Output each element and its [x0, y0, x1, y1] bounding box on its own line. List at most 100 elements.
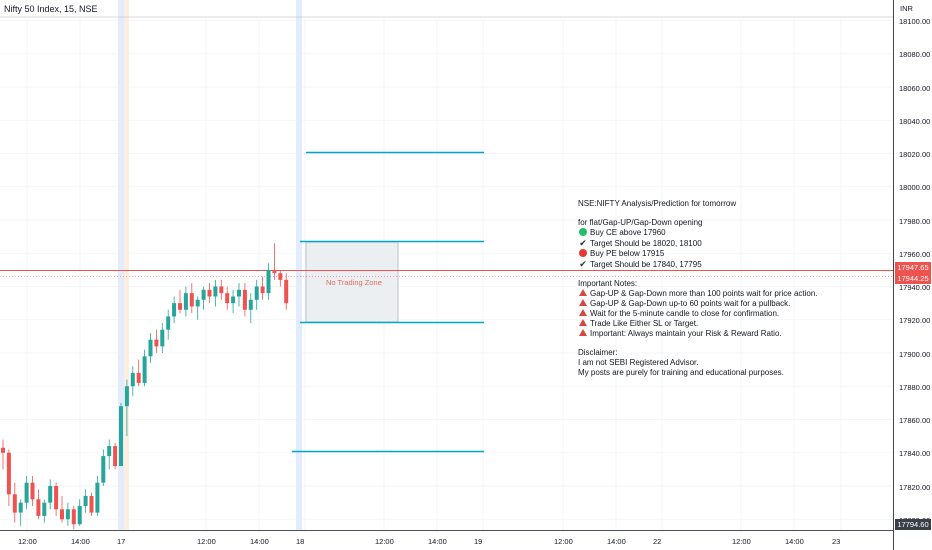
time-axis-label: 14:00 — [607, 537, 626, 546]
price-tag-close: 17944.25 — [895, 273, 931, 284]
candle-body[interactable] — [130, 372, 135, 387]
candle-body[interactable] — [36, 499, 41, 516]
session-band — [118, 0, 124, 530]
candle-body[interactable] — [278, 273, 283, 280]
important-item: Gap-UP & Gap-Down more than 100 points w… — [578, 289, 818, 299]
candle-body[interactable] — [107, 446, 112, 457]
candle-body[interactable] — [248, 299, 253, 310]
candle-body[interactable] — [12, 494, 17, 513]
warning-icon — [579, 299, 587, 306]
candle-body[interactable] — [201, 289, 206, 300]
candle-body[interactable] — [54, 486, 59, 510]
no-trading-zone-box[interactable] — [305, 241, 399, 323]
candle-body[interactable] — [142, 356, 147, 383]
candle-body[interactable] — [195, 299, 200, 307]
candle-body[interactable] — [154, 339, 159, 347]
disclaimer-title: Disclaimer: — [578, 348, 618, 357]
candle-body[interactable] — [207, 289, 212, 297]
candle-body[interactable] — [24, 482, 29, 503]
candle-body[interactable] — [83, 495, 88, 506]
candle-body[interactable] — [89, 495, 94, 513]
candle-body[interactable] — [172, 303, 177, 317]
candle-body[interactable] — [119, 406, 123, 467]
no-trading-zone-label: No Trading Zone — [326, 278, 382, 287]
important-text: Gap-UP & Gap-Down more than 100 points w… — [590, 289, 818, 298]
candle-body[interactable] — [101, 456, 106, 483]
candle-body[interactable] — [60, 509, 64, 520]
signal-text: Buy CE above 17960 — [590, 228, 666, 237]
candle-body[interactable] — [71, 509, 76, 525]
price-axis-label: 18100.00 — [899, 17, 931, 26]
candle-body[interactable] — [178, 303, 182, 310]
time-axis-label: 12:00 — [554, 537, 573, 546]
notes-title: NSE:NIFTY Analysis/Prediction for tomorr… — [578, 199, 737, 208]
candlestick-series[interactable] — [1, 243, 289, 530]
time-axis-label: 12:00 — [375, 537, 394, 546]
candle-body[interactable] — [160, 329, 165, 347]
price-axis-label: 17900.00 — [899, 349, 931, 359]
price-tag-low: 17794.60 — [895, 519, 931, 530]
candle-body[interactable] — [219, 286, 224, 294]
time-axis-label: 12:00 — [18, 537, 37, 546]
signal-item: Buy CE above 17960 — [578, 228, 818, 238]
time-axis-label: 12:00 — [732, 537, 751, 546]
price-axis-label: 18040.00 — [899, 116, 931, 126]
candle-body[interactable] — [242, 289, 247, 310]
grid-lines — [0, 18, 893, 530]
candle-body[interactable] — [166, 316, 171, 330]
candle-body[interactable] — [231, 296, 236, 304]
time-axis-label: 17 — [117, 537, 126, 546]
candle-body[interactable] — [284, 279, 289, 304]
candle-body[interactable] — [113, 446, 118, 467]
candle-body[interactable] — [77, 505, 82, 525]
price-axis-label: 17820.00 — [899, 482, 931, 492]
candle-body[interactable] — [65, 509, 70, 520]
session-band — [296, 0, 302, 530]
candle-body[interactable] — [266, 269, 271, 294]
candle-body[interactable] — [254, 286, 259, 300]
price-axis-label: 17940.00 — [899, 283, 931, 292]
important-title: Important Notes: — [578, 279, 638, 288]
time-axis-label: 14:00 — [71, 537, 90, 546]
important-item: Gap-UP & Gap-Down up-to 60 points wait f… — [578, 299, 818, 309]
disclaimer-text: My posts are purely for training and edu… — [578, 368, 784, 377]
candle-body[interactable] — [136, 372, 141, 383]
time-axis-label: 19 — [474, 537, 483, 546]
candle-body[interactable] — [18, 502, 23, 513]
price-axis-label: 18000.00 — [899, 183, 931, 193]
candle-body[interactable] — [48, 486, 53, 503]
signal-text: Target Should be 17840, 17795 — [590, 260, 702, 269]
important-text: Important: Always maintain your Risk & R… — [590, 329, 782, 338]
plot-area[interactable] — [0, 0, 893, 550]
candle-body[interactable] — [124, 386, 129, 407]
time-axis-label: 12:00 — [197, 537, 216, 546]
candle-body[interactable] — [189, 293, 194, 307]
candle-body[interactable] — [30, 482, 35, 500]
price-axis-label: 17880.00 — [899, 382, 931, 392]
important-item: Wait for the 5-minute candle to close fo… — [578, 309, 818, 319]
candle-body[interactable] — [272, 269, 277, 274]
candle-body[interactable] — [1, 447, 5, 453]
green-circle-icon — [579, 228, 587, 236]
candle-body[interactable] — [225, 293, 230, 304]
price-axis-label: 18020.00 — [899, 150, 931, 159]
candle-body[interactable] — [95, 482, 100, 513]
session-band — [124, 0, 129, 530]
signal-item: ✔ Target Should be 18020, 18100 — [578, 238, 818, 249]
important-text: Gap-UP & Gap-Down up-to 60 points wait f… — [590, 299, 791, 308]
candle-body[interactable] — [183, 293, 188, 310]
price-axis-label: 17980.00 — [899, 216, 931, 226]
candle-body[interactable] — [213, 286, 218, 297]
candle-body[interactable] — [6, 452, 11, 495]
time-axis-label: 14:00 — [785, 537, 804, 546]
candle-body[interactable] — [42, 502, 47, 516]
analysis-notes[interactable]: NSE:NIFTY Analysis/Prediction for tomorr… — [578, 199, 818, 378]
candle-body[interactable] — [260, 286, 265, 294]
chart-title: Nifty 50 Index, 15, NSE — [4, 4, 98, 14]
candle-body[interactable] — [237, 289, 241, 297]
time-axis-label: 14:00 — [250, 537, 269, 546]
candle-body[interactable] — [148, 339, 153, 357]
price-tag-high: 17947.65 — [895, 262, 931, 273]
warning-icon — [579, 329, 587, 336]
